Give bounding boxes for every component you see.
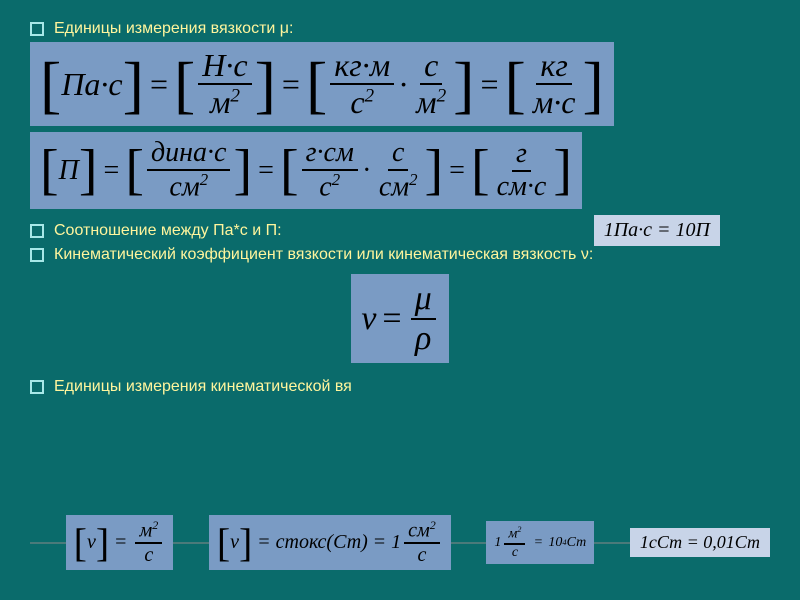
slide-container: Единицы измерения вязкости μ: [Па·с] = [… <box>0 0 800 600</box>
bullet-marker <box>30 380 44 394</box>
bullet-3: Кинематический коэффициент вязкости или … <box>30 246 770 264</box>
bottom-formulas: [ν] = м2с [ν] = стокс(Ст) = 1 см2с 1 м2с… <box>0 515 800 570</box>
bottom-formula-3: 1 м2с = 104Ст <box>486 521 594 563</box>
bottom-formula-2: [ν] = стокс(Ст) = 1 см2с <box>209 515 451 570</box>
formula-1: [Па·с] = [ Н·см2 ] = [ кг·мс2 · см2 ] = … <box>30 42 614 126</box>
bullet-4-text: Единицы измерения кинематической вя <box>54 378 352 396</box>
bullet-4: Единицы измерения кинематической вя <box>30 378 770 396</box>
bullet-marker <box>30 248 44 262</box>
nu-formula-row: ν = μρ <box>30 274 770 363</box>
bullet-2-row: Соотношение между Па*с и П: 1Па·с = 10П <box>30 215 770 246</box>
bullet-3-text: Кинематический коэффициент вязкости или … <box>54 246 593 264</box>
bottom-formula-1: [ν] = м2с <box>66 515 174 570</box>
relation-formula: 1Па·с = 10П <box>594 215 720 246</box>
bullet-2-text: Соотношение между Па*с и П: <box>54 222 282 240</box>
formula-2: [П] = [ дина·ссм2 ] = [ г·смс2 · ссм2 ] … <box>30 132 582 209</box>
nu-formula: ν = μρ <box>351 274 448 363</box>
bullet-marker <box>30 224 44 238</box>
formula-1-row: [Па·с] = [ Н·см2 ] = [ кг·мс2 · см2 ] = … <box>30 42 770 126</box>
bullet-1: Единицы измерения вязкости μ: <box>30 20 770 38</box>
bullet-marker <box>30 22 44 36</box>
bullet-1-text: Единицы измерения вязкости μ: <box>54 20 293 38</box>
formula-2-row: [П] = [ дина·ссм2 ] = [ г·смс2 · ссм2 ] … <box>30 132 770 209</box>
bottom-formula-4: 1сСт = 0,01Ст <box>630 528 770 557</box>
